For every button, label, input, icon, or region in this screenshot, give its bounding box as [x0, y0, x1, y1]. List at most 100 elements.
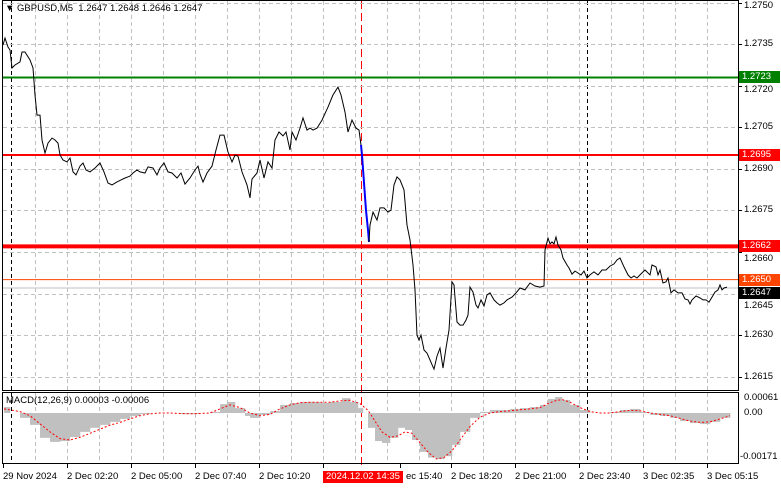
macd-histogram-bar — [60, 413, 71, 442]
main-panel-border — [2, 0, 739, 391]
macd-histogram-bar — [710, 413, 721, 422]
macd-histogram-bar — [470, 413, 481, 418]
macd-histogram-bar — [220, 404, 228, 413]
open-value: 1.2647 — [78, 3, 108, 14]
macd-histogram-bar — [460, 413, 471, 432]
price-axis-label: 1.2720 — [744, 84, 774, 96]
macd-histogram-bar — [280, 404, 291, 413]
high-value: 1.2648 — [110, 3, 140, 14]
macd-histogram-bar — [562, 400, 571, 413]
time-axis-label: 2 Dec 21:00 — [515, 471, 567, 482]
time-axis-label: 2 Dec 23:40 — [579, 471, 631, 482]
macd-histogram-bar — [610, 411, 621, 413]
macd-histogram-bar — [210, 411, 221, 413]
macd-histogram-bar — [412, 413, 421, 440]
price-axis-label: 1.2660 — [744, 253, 774, 265]
macd-histogram-bar — [375, 413, 383, 442]
macd-histogram-bar — [4, 407, 11, 413]
macd-histogram-bar — [310, 401, 321, 413]
price-axis-label: 1.2705 — [744, 121, 774, 133]
macd-histogram-bar — [358, 408, 364, 413]
green-level-tag: 1.2723 — [739, 71, 780, 84]
time-axis-label: 3 Dec 05:15 — [707, 471, 759, 482]
macd-histogram-bar — [555, 397, 563, 413]
macd-histogram-bar — [570, 404, 581, 413]
macd-histogram-bar — [245, 413, 251, 416]
macd-histogram-bar — [436, 413, 445, 460]
triangle-down-icon[interactable]: ▼ — [5, 3, 15, 14]
macd-histogram-bar — [452, 413, 461, 445]
macd-histogram-bar — [235, 408, 246, 413]
macd-histogram-bar — [130, 413, 141, 416]
macd-histogram-bar — [90, 413, 101, 428]
macd-histogram-bar — [30, 413, 41, 425]
macd-histogram-bar — [520, 408, 531, 413]
macd-histogram-bar — [140, 413, 151, 415]
macd-histogram-bar — [290, 403, 301, 413]
close-value: 1.2647 — [173, 3, 203, 14]
time-axis-label: 2 Dec 07:40 — [195, 471, 247, 482]
time-axis-label: 2 Dec 18:20 — [451, 471, 503, 482]
macd-histogram-bar — [660, 413, 671, 416]
macd-histogram-bar — [382, 413, 391, 443]
macd-title: MACD(12,26,9) 0.00003 -0.00006 — [6, 395, 150, 406]
price-line-highlight — [360, 144, 370, 243]
macd-histogram-bar — [390, 413, 399, 438]
symbol-label: GBPUSD,M5 — [17, 3, 74, 14]
time-axis-label: 2 Dec 10:20 — [259, 471, 311, 482]
low-value: 1.2646 — [141, 3, 171, 14]
time-axis-label: 2024.12.02 14:35 — [323, 471, 403, 483]
macd-histogram-bar — [368, 413, 376, 428]
macd-histogram-bar — [110, 413, 121, 422]
macd-histogram-bar — [120, 413, 131, 419]
macd-axis-zero: 0.00 — [744, 407, 763, 418]
macd-histogram-bar — [342, 398, 351, 413]
time-axis-label: 3 Dec 02:35 — [643, 471, 695, 482]
macd-histogram-bar — [620, 410, 631, 413]
macd-histogram-bar — [50, 413, 61, 442]
macd-histogram-bar — [100, 413, 111, 425]
macd-histogram-bar — [405, 413, 413, 431]
price-axis-label: 1.2690 — [744, 162, 774, 174]
price-levels — [3, 76, 738, 289]
macd-histogram-bar — [20, 413, 31, 418]
macd-histogram-bar — [444, 413, 453, 457]
grid — [3, 1, 742, 468]
macd-histogram-bar — [548, 398, 556, 413]
macd-histogram-bar — [180, 413, 191, 415]
macd-histogram-bar — [530, 407, 541, 413]
macd-histogram-bar — [580, 410, 591, 413]
macd-histogram-bar — [320, 403, 331, 413]
chart-frame — [2, 0, 739, 464]
red-level-lower-tag: 1.2662 — [739, 240, 780, 253]
bid-level-tag: 1.2647 — [739, 286, 780, 299]
macd-axis-bottom: -0.00171 — [740, 451, 778, 462]
time-axis-label: ec 15:40 — [405, 471, 443, 482]
macd-histogram-bar — [700, 413, 711, 425]
macd-histogram-bar — [398, 413, 406, 428]
macd-histogram-bar — [40, 413, 51, 438]
price-axis-label: 1.2645 — [744, 299, 774, 311]
macd-histogram-bar — [510, 408, 521, 413]
price-axis-label: 1.2750 — [744, 0, 774, 11]
macd-histogram-bar — [720, 413, 731, 418]
macd-histogram-bar — [540, 404, 549, 413]
macd-histogram-bar — [490, 410, 501, 413]
time-axis-label: 29 Nov 2024 — [3, 471, 57, 482]
macd-indicator — [3, 397, 731, 460]
macd-histogram-bar — [80, 413, 91, 432]
macd-histogram-bar — [300, 401, 311, 413]
red-level-upper-tag: 1.2695 — [739, 149, 780, 161]
macd-histogram-bar — [250, 413, 261, 418]
orange-level-tag: 1.2650 — [739, 273, 780, 286]
macd-histogram-bar — [480, 411, 491, 413]
macd-histogram-bar — [420, 413, 429, 452]
macd-histogram-bar — [670, 413, 681, 418]
macd-histogram-bar — [630, 408, 641, 413]
macd-histogram-bar — [227, 401, 236, 413]
macd-histogram-bar — [330, 401, 343, 413]
macd-axis-top: 0.00061 — [744, 392, 779, 403]
time-axis-label: 2 Dec 05:00 — [131, 471, 183, 482]
macd-histogram-bar — [640, 411, 651, 413]
